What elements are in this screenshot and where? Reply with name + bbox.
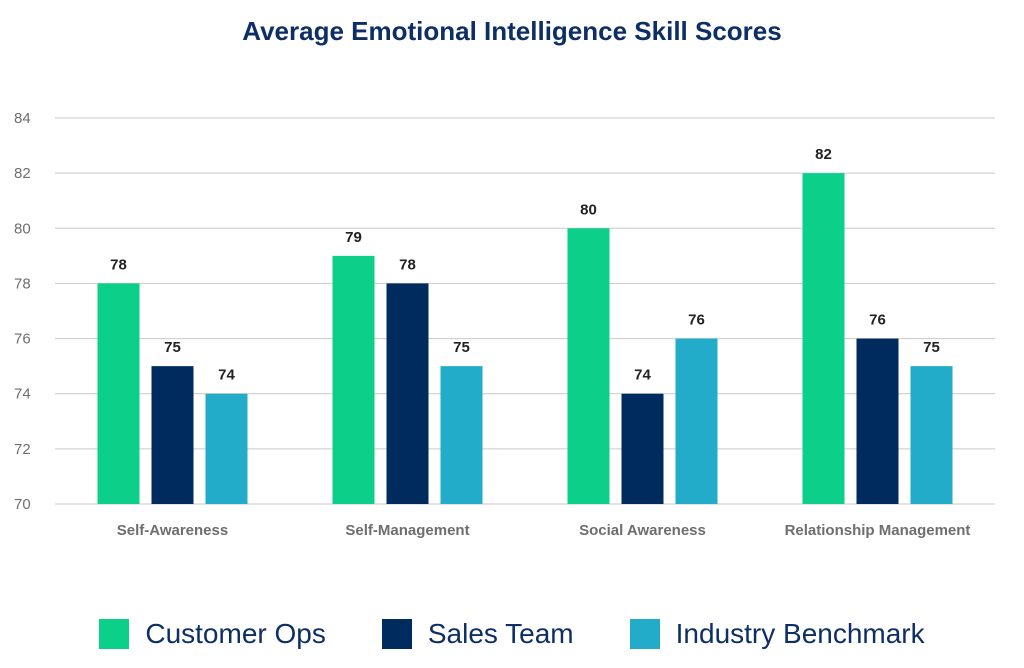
data-label: 80	[580, 201, 597, 218]
data-label: 76	[869, 312, 886, 329]
data-label: 78	[399, 256, 416, 273]
legend-swatch	[99, 619, 130, 649]
data-label: 82	[815, 146, 832, 163]
x-tick-label: Self-Management	[345, 522, 469, 539]
y-tick-label: 84	[14, 110, 31, 127]
bar	[386, 283, 429, 504]
bar	[205, 393, 248, 504]
bar	[910, 366, 953, 504]
bar	[151, 366, 194, 504]
legend-swatch	[381, 619, 412, 649]
x-tick-label: Self-Awareness	[117, 522, 228, 539]
legend-swatch	[629, 619, 660, 649]
chart-title: Average Emotional Intelligence Skill Sco…	[242, 16, 782, 46]
y-tick-label: 76	[14, 331, 31, 348]
data-label: 75	[164, 339, 181, 356]
legend-label: Customer Ops	[145, 618, 326, 649]
bar-chart: 70 72 74 76 78 80 82 84 78 75 74 Self-Awareness 79 78…	[14, 110, 995, 539]
data-label: 74	[218, 367, 235, 384]
legend-item: Customer Ops	[99, 618, 326, 650]
bar	[332, 255, 375, 504]
bar	[675, 338, 718, 504]
chart-legend: Customer Ops Sales Team Industry Benchmark	[0, 618, 1024, 650]
legend-item: Sales Team	[381, 618, 574, 650]
data-label: 78	[110, 256, 127, 273]
y-tick-label: 74	[14, 386, 31, 403]
legend-item: Industry Benchmark	[629, 618, 925, 650]
bar	[621, 393, 664, 504]
y-tick-label: 82	[14, 165, 31, 182]
legend-label: Sales Team	[427, 618, 574, 649]
data-label: 76	[688, 312, 705, 329]
data-label: 75	[923, 339, 940, 356]
y-tick-label: 78	[14, 275, 31, 292]
bar	[856, 338, 899, 504]
bar	[567, 228, 610, 505]
bar	[440, 366, 483, 504]
y-tick-label: 72	[14, 441, 31, 458]
data-label: 75	[453, 339, 470, 356]
x-tick-label: Social Awareness	[579, 522, 706, 539]
y-tick-label: 70	[14, 496, 31, 513]
y-tick-label: 80	[14, 220, 31, 237]
data-label: 74	[634, 367, 651, 384]
bar	[97, 283, 140, 504]
bar	[802, 173, 845, 504]
legend-label: Industry Benchmark	[675, 618, 925, 649]
x-tick-label: Relationship Management	[785, 522, 971, 539]
data-label: 79	[345, 229, 362, 246]
